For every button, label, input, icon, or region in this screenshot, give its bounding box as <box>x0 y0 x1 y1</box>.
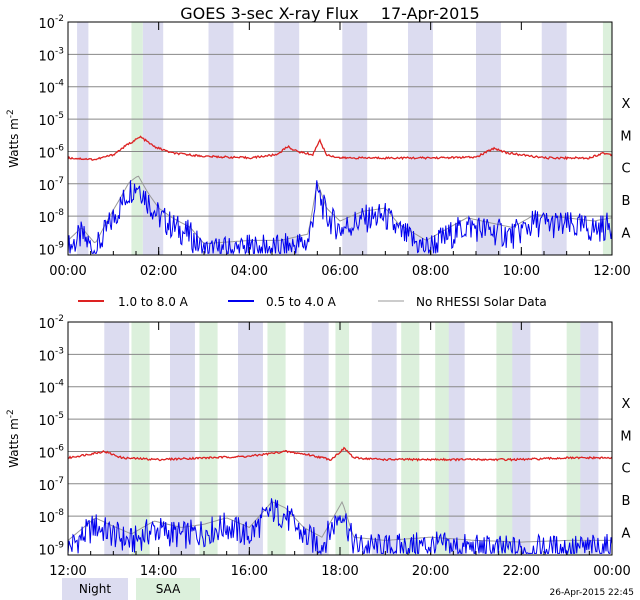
nodata-series-line <box>67 500 612 543</box>
y-tick-label: 10-4 <box>38 79 64 97</box>
saa-band <box>401 322 420 555</box>
y-tick-label: 10-2 <box>38 14 64 32</box>
saa-label: SAA <box>156 582 181 596</box>
flare-class-label: B <box>622 194 631 209</box>
night-band <box>274 22 300 255</box>
flare-class-label: A <box>622 526 631 541</box>
x-tick-label: 14:00 <box>140 564 177 579</box>
title-text: GOES 3-sec X-ray Flux <box>180 4 359 23</box>
saa-band <box>199 322 218 555</box>
y-tick-label: 10-7 <box>38 176 64 194</box>
short-series-line <box>67 180 613 255</box>
saa-band <box>267 322 286 555</box>
night-swatch <box>62 578 128 600</box>
night-band <box>371 322 397 555</box>
short-series-line <box>67 498 613 556</box>
x-tick-label: 00:00 <box>593 564 630 579</box>
saa-band <box>131 322 150 555</box>
night-label: Night <box>79 582 112 596</box>
y-tick-label: 10-4 <box>38 379 64 397</box>
flare-class-label: M <box>620 129 631 144</box>
flare-class-label: X <box>622 97 631 112</box>
x-tick-label: 00:00 <box>49 264 86 279</box>
y-tick-label: 10-7 <box>38 476 64 494</box>
y-tick-label: 10-5 <box>38 111 64 129</box>
night-band <box>104 322 130 555</box>
flare-class-label: A <box>622 226 631 241</box>
flare-class-label: C <box>621 462 630 477</box>
saa-band <box>496 322 513 555</box>
night-band <box>408 22 433 255</box>
y-axis-label: Watts m-2 <box>6 409 21 468</box>
long-series-line <box>67 135 613 161</box>
x-tick-label: 10:00 <box>503 264 540 279</box>
night-band <box>238 322 263 555</box>
long-series-line <box>67 446 613 462</box>
y-tick-label: 10-9 <box>38 541 64 559</box>
flare-class-label: C <box>621 162 630 177</box>
legend-long-label: 1.0 to 8.0 A <box>118 295 189 309</box>
y-tick-label: 10-6 <box>38 443 64 461</box>
saa-band <box>435 322 449 555</box>
plot-frame <box>67 321 613 556</box>
legend-nodata-label: No RHESSI Solar Data <box>416 295 547 309</box>
y-tick-label: 10-2 <box>38 314 64 332</box>
y-tick-label: 10-5 <box>38 411 64 429</box>
flare-class-label: X <box>622 397 631 412</box>
saa-band <box>335 322 350 555</box>
chart-title: GOES 3-sec X-ray Flux 17-Apr-2015 <box>180 4 479 23</box>
legend-short-label: 0.5 to 4.0 A <box>266 295 337 309</box>
x-tick-label: 12:00 <box>49 564 86 579</box>
y-tick-label: 10-3 <box>38 46 64 64</box>
footer-stamp: 26-Apr-2015 22:45 <box>550 588 634 598</box>
plot-frame <box>67 21 613 256</box>
x-tick-label: 16:00 <box>231 564 268 579</box>
x-tick-label: 04:00 <box>231 264 268 279</box>
flare-class-label: B <box>622 494 631 509</box>
x-tick-label: 08:00 <box>412 264 449 279</box>
x-tick-label: 18:00 <box>321 564 358 579</box>
x-tick-label: 06:00 <box>321 264 358 279</box>
series-legend: 1.0 to 8.0 A 0.5 to 4.0 A No RHESSI Sola… <box>78 295 547 309</box>
night-band <box>77 22 89 255</box>
night-band <box>142 22 164 255</box>
x-tick-label: 12:00 <box>593 264 630 279</box>
y-tick-label: 10-8 <box>38 208 64 226</box>
saa-band <box>566 322 581 555</box>
night-band <box>303 322 329 555</box>
y-tick-label: 10-3 <box>38 346 64 364</box>
period-legend: Night SAA <box>62 578 200 600</box>
y-axis-label: Watts m-2 <box>6 109 21 168</box>
night-band <box>208 22 234 255</box>
y-tick-label: 10-9 <box>38 241 64 259</box>
saa-swatch <box>136 578 200 600</box>
y-tick-label: 10-8 <box>38 508 64 526</box>
saa-band <box>602 22 612 255</box>
x-tick-label: 02:00 <box>140 264 177 279</box>
bottom-panel: 10-2 10-3 10-4 10-5 10-6 10-7 10-8 10-9 X M C B A Wat… <box>6 314 632 579</box>
x-tick-label: 20:00 <box>412 564 449 579</box>
y-tick-label: 10-6 <box>38 143 64 161</box>
x-tick-label: 22:00 <box>503 564 540 579</box>
flare-class-label: M <box>620 429 631 444</box>
top-panel: 10-2 10-3 10-4 10-5 10-6 10-7 10-8 10-9 X M C B A Wat… <box>6 14 632 279</box>
title-date: 17-Apr-2015 <box>381 4 480 23</box>
